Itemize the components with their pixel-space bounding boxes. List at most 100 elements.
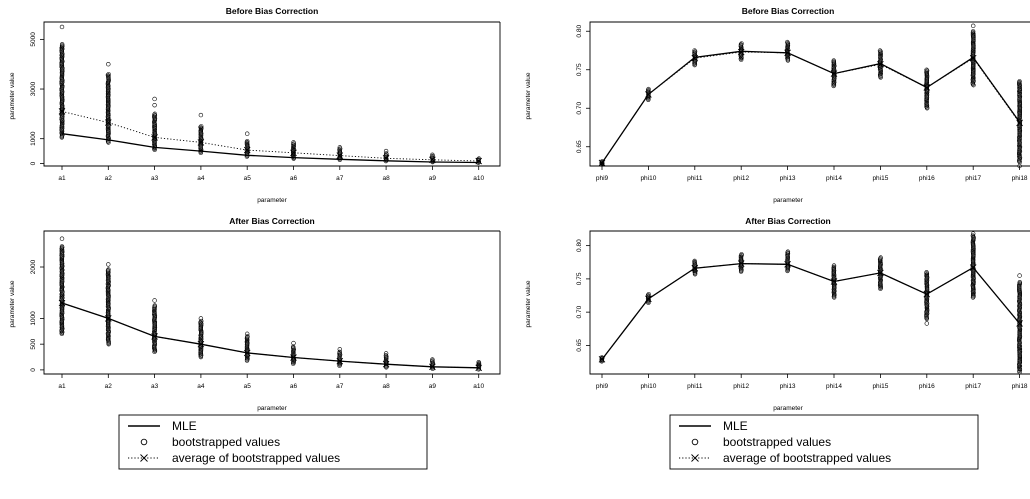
bootstrap-point bbox=[646, 297, 651, 302]
x-tick-label: a2 bbox=[105, 383, 113, 390]
bootstrap-point bbox=[59, 24, 65, 30]
y-tick-label: 500 bbox=[30, 338, 37, 349]
bootstrap-point bbox=[291, 142, 296, 147]
bootstrap-point bbox=[106, 62, 111, 67]
x-axis-label: parameter bbox=[257, 405, 287, 412]
bootstrap-point bbox=[59, 328, 64, 334]
chart-panel-after-phi: After Bias Correction parameter paramete… bbox=[525, 216, 1030, 412]
legend: MLE bootstrapped values average of boots… bbox=[669, 414, 979, 470]
bootstrap-point bbox=[738, 269, 744, 274]
y-tick-label: 0.80 bbox=[576, 25, 583, 38]
bootstrap-point bbox=[198, 354, 204, 360]
x-tick-label: a4 bbox=[197, 175, 205, 182]
y-tick-label: 0 bbox=[30, 161, 37, 165]
x-tick-label: a10 bbox=[473, 175, 484, 182]
bootstrap-average-marker bbox=[645, 295, 652, 303]
bootstrap-point bbox=[924, 106, 930, 111]
legend-item-label: bootstrapped values bbox=[172, 435, 280, 449]
x-tick-label: a10 bbox=[473, 383, 484, 390]
legend: MLE bootstrapped values average of boots… bbox=[118, 414, 428, 470]
plot-frame bbox=[589, 21, 1030, 167]
y-tick-label: 0.75 bbox=[576, 63, 583, 76]
bootstrap-average-marker bbox=[1016, 320, 1023, 327]
bootstrap-point bbox=[692, 62, 697, 68]
bootstrap-average-marker bbox=[336, 357, 344, 365]
bootstrap-point bbox=[106, 341, 111, 347]
bootstrap-average-marker bbox=[290, 149, 297, 157]
x-tick-label: a6 bbox=[290, 383, 298, 390]
y-tick-label: 0.80 bbox=[576, 239, 583, 252]
bootstrap-average-marker bbox=[382, 360, 390, 368]
plot-frame bbox=[43, 21, 501, 167]
bootstrap-point bbox=[831, 263, 837, 268]
bootstrap-average-marker bbox=[877, 61, 884, 68]
chart-panel-before-a: Before Bias Correction parameter paramet… bbox=[9, 6, 501, 204]
x-axis-label: parameter bbox=[773, 405, 803, 412]
x-tick-label: a7 bbox=[336, 383, 344, 390]
bootstrap-point bbox=[646, 97, 651, 102]
x-tick-label: phi16 bbox=[919, 175, 935, 182]
bootstrap-point bbox=[383, 148, 389, 154]
bootstrap-average-marker bbox=[104, 119, 112, 126]
bootstrap-point bbox=[430, 357, 435, 362]
bootstrap-point bbox=[291, 360, 296, 365]
chart-title: After Bias Correction bbox=[745, 216, 831, 226]
bootstrap-point bbox=[198, 112, 204, 118]
bootstrap-point bbox=[785, 58, 791, 63]
legend-item-label: MLE bbox=[723, 419, 748, 433]
bootstrap-point bbox=[59, 236, 65, 241]
bootstrap-average-marker bbox=[691, 54, 699, 62]
x-tick-label: phi18 bbox=[1012, 383, 1028, 390]
x-tick-label: phi17 bbox=[965, 175, 981, 182]
bootstrap-average-marker bbox=[1016, 119, 1023, 127]
bootstrap-point bbox=[384, 365, 389, 370]
x-tick-label: phi11 bbox=[687, 175, 703, 182]
bootstrap-point bbox=[878, 286, 883, 292]
legend-bootstrap-circle-symbol bbox=[140, 438, 148, 446]
bootstrap-point bbox=[337, 363, 342, 368]
bootstrap-point bbox=[832, 295, 837, 300]
bootstrap-point bbox=[1017, 159, 1022, 164]
bootstrap-point bbox=[739, 57, 744, 62]
legend-item-label: MLE bbox=[172, 419, 197, 433]
bootstrap-point bbox=[291, 145, 296, 151]
chart-title: Before Bias Correction bbox=[742, 6, 835, 16]
y-tick-label: 5000 bbox=[30, 32, 37, 47]
x-tick-label: a8 bbox=[382, 383, 390, 390]
bootstrap-point bbox=[198, 316, 204, 321]
bootstrap-average-line bbox=[601, 51, 1020, 164]
bootstrap-point bbox=[291, 146, 296, 152]
plot-frame bbox=[43, 230, 501, 375]
bootstrap-point bbox=[430, 152, 435, 158]
x-tick-label: a5 bbox=[244, 175, 252, 182]
bootstrap-point bbox=[245, 131, 250, 136]
bootstrap-point bbox=[785, 54, 791, 60]
x-tick-label: a5 bbox=[244, 383, 252, 390]
bootstrap-point bbox=[785, 268, 790, 274]
bootstrap-point bbox=[924, 103, 930, 108]
bootstrap-point bbox=[476, 359, 481, 365]
bootstrap-average-marker bbox=[969, 54, 977, 62]
bootstrap-point bbox=[244, 358, 250, 363]
bootstrap-point bbox=[290, 361, 296, 366]
y-tick-label: 1000 bbox=[30, 131, 37, 146]
x-tick-label: phi12 bbox=[733, 383, 749, 390]
bootstrap-point bbox=[198, 148, 204, 153]
x-tick-label: phi13 bbox=[780, 383, 796, 390]
bootstrap-point bbox=[291, 140, 296, 145]
y-tick-label: 1000 bbox=[30, 311, 37, 326]
bootstrap-average-marker bbox=[830, 70, 838, 77]
mle-line bbox=[61, 302, 479, 369]
bootstrap-point bbox=[337, 347, 342, 352]
x-tick-label: phi14 bbox=[826, 175, 842, 182]
bootstrap-average-marker bbox=[382, 154, 390, 162]
bootstrap-point bbox=[337, 145, 342, 150]
y-axis-label: parameter value bbox=[9, 280, 16, 327]
bootstrap-average-marker bbox=[429, 156, 436, 164]
bootstrap-point bbox=[692, 272, 698, 277]
legend-item-label: average of bootstrapped values bbox=[172, 451, 340, 465]
bootstrap-point bbox=[245, 356, 250, 362]
bootstrap-average-line bbox=[61, 302, 479, 369]
bootstrap-average-marker bbox=[598, 159, 606, 167]
